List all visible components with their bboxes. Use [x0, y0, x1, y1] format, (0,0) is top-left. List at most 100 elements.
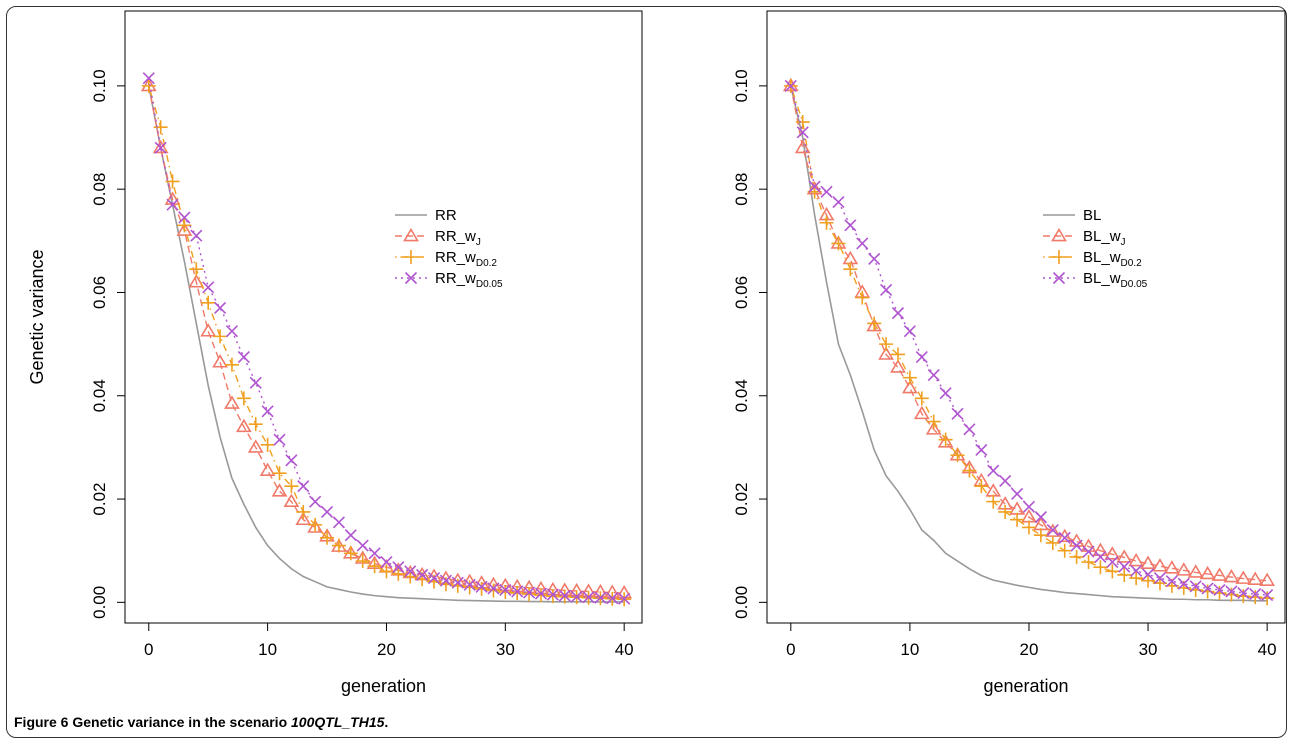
plot-box [766, 10, 1286, 624]
data-point [391, 566, 406, 581]
y-tick-label: 0.10 [732, 69, 751, 102]
data-point [247, 439, 264, 453]
data-point [344, 529, 357, 542]
x-tick-label: 30 [496, 640, 515, 659]
y-tick-label: 0.06 [732, 276, 751, 309]
series-BL_wD0.2 [783, 78, 1275, 606]
legend-label-base: RR [435, 207, 457, 224]
data-point [856, 237, 869, 250]
data-point [272, 466, 287, 481]
data-point [320, 530, 335, 545]
data-point [820, 185, 833, 198]
data-point [439, 574, 452, 587]
data-point [178, 211, 191, 224]
caption-title: Genetic variance in the scenario [72, 714, 288, 730]
data-point [998, 504, 1013, 519]
series-RR [147, 85, 625, 603]
x-tick-label: 40 [615, 640, 634, 659]
data-point [1199, 565, 1216, 580]
data-point [1213, 583, 1226, 597]
data-point [296, 504, 311, 519]
data-point [224, 395, 240, 409]
data-point [1141, 573, 1156, 588]
series-RR_wJ [140, 77, 633, 599]
data-point [271, 483, 288, 497]
data-point [475, 580, 488, 593]
data-point [1141, 568, 1155, 581]
data-point [819, 215, 834, 230]
legend-label-sub: J [1121, 237, 1126, 248]
data-point [1033, 528, 1048, 543]
data-point [260, 437, 275, 452]
data-point [1010, 512, 1025, 527]
data-point [1129, 571, 1144, 586]
x-tick-label: 20 [1020, 640, 1039, 659]
data-point [974, 479, 989, 494]
data-point [594, 591, 607, 604]
data-point [1046, 523, 1059, 537]
legend-marker [1052, 250, 1066, 264]
data-point [202, 281, 215, 294]
legend-marker [404, 250, 418, 264]
data-point [1117, 567, 1132, 582]
data-point [237, 350, 250, 364]
data-point [962, 463, 977, 478]
series-RR_wD0.2 [141, 78, 632, 607]
data-point [986, 494, 1001, 509]
legend-label-sub: D0.2 [1121, 258, 1143, 269]
legend-label-sub: D0.05 [1121, 279, 1148, 290]
caption-end: . [384, 714, 389, 730]
y-tick-label: 0.08 [90, 173, 109, 206]
legend-label-base: BL_w [1083, 270, 1121, 287]
data-point [784, 79, 797, 92]
caption-scenario: 100QTL_TH15 [291, 714, 385, 730]
x-tick-label: 30 [1139, 640, 1158, 659]
series-line [147, 85, 625, 603]
data-point [831, 236, 846, 251]
data-point [188, 274, 205, 288]
data-point [925, 421, 942, 435]
data-point [1070, 539, 1083, 552]
data-point [1140, 555, 1156, 569]
data-point [795, 115, 810, 130]
series-BL [790, 85, 1268, 602]
legend-label: RR_wD0.05 [435, 270, 503, 290]
data-point [487, 582, 500, 595]
legend-label: BL_wJ [1083, 228, 1126, 248]
data-point [926, 414, 941, 429]
data-point [190, 229, 203, 242]
data-point [1058, 531, 1071, 544]
data-point [142, 72, 155, 85]
x-tick-label: 0 [786, 640, 795, 659]
y-tick-label: 0.10 [90, 69, 109, 102]
data-point [404, 565, 417, 578]
data-point [1177, 577, 1190, 590]
data-point [1236, 589, 1251, 604]
data-point [937, 434, 954, 448]
data-point [901, 379, 918, 394]
data-point [1201, 582, 1214, 595]
y-tick-label: 0.02 [90, 483, 109, 516]
data-point [546, 588, 559, 601]
data-point [1223, 568, 1240, 583]
data-point [1116, 549, 1133, 563]
data-point [499, 583, 512, 597]
y-tick-label: 0.02 [732, 483, 751, 516]
chart-panel-1: 0 10 20 30 40 0.00 0.02 0.04 0.06 0.08 0.10 generat… [27, 10, 643, 696]
y-tick-label: 0.04 [90, 379, 109, 412]
data-point [844, 219, 857, 232]
data-point [450, 578, 465, 593]
data-point [166, 198, 179, 211]
data-point [249, 376, 262, 389]
y-tick-label: 0.00 [732, 586, 751, 619]
y-tick-label: 0.04 [732, 379, 751, 412]
data-point [794, 139, 811, 154]
legend-label-sub: J [476, 237, 481, 248]
data-point [1225, 585, 1238, 598]
data-point [890, 359, 906, 373]
data-point [486, 583, 501, 598]
data-point [1130, 564, 1143, 577]
x-axis-label: generation [983, 676, 1068, 696]
data-point [332, 516, 345, 529]
legend-label: RR_wD0.2 [435, 249, 497, 269]
